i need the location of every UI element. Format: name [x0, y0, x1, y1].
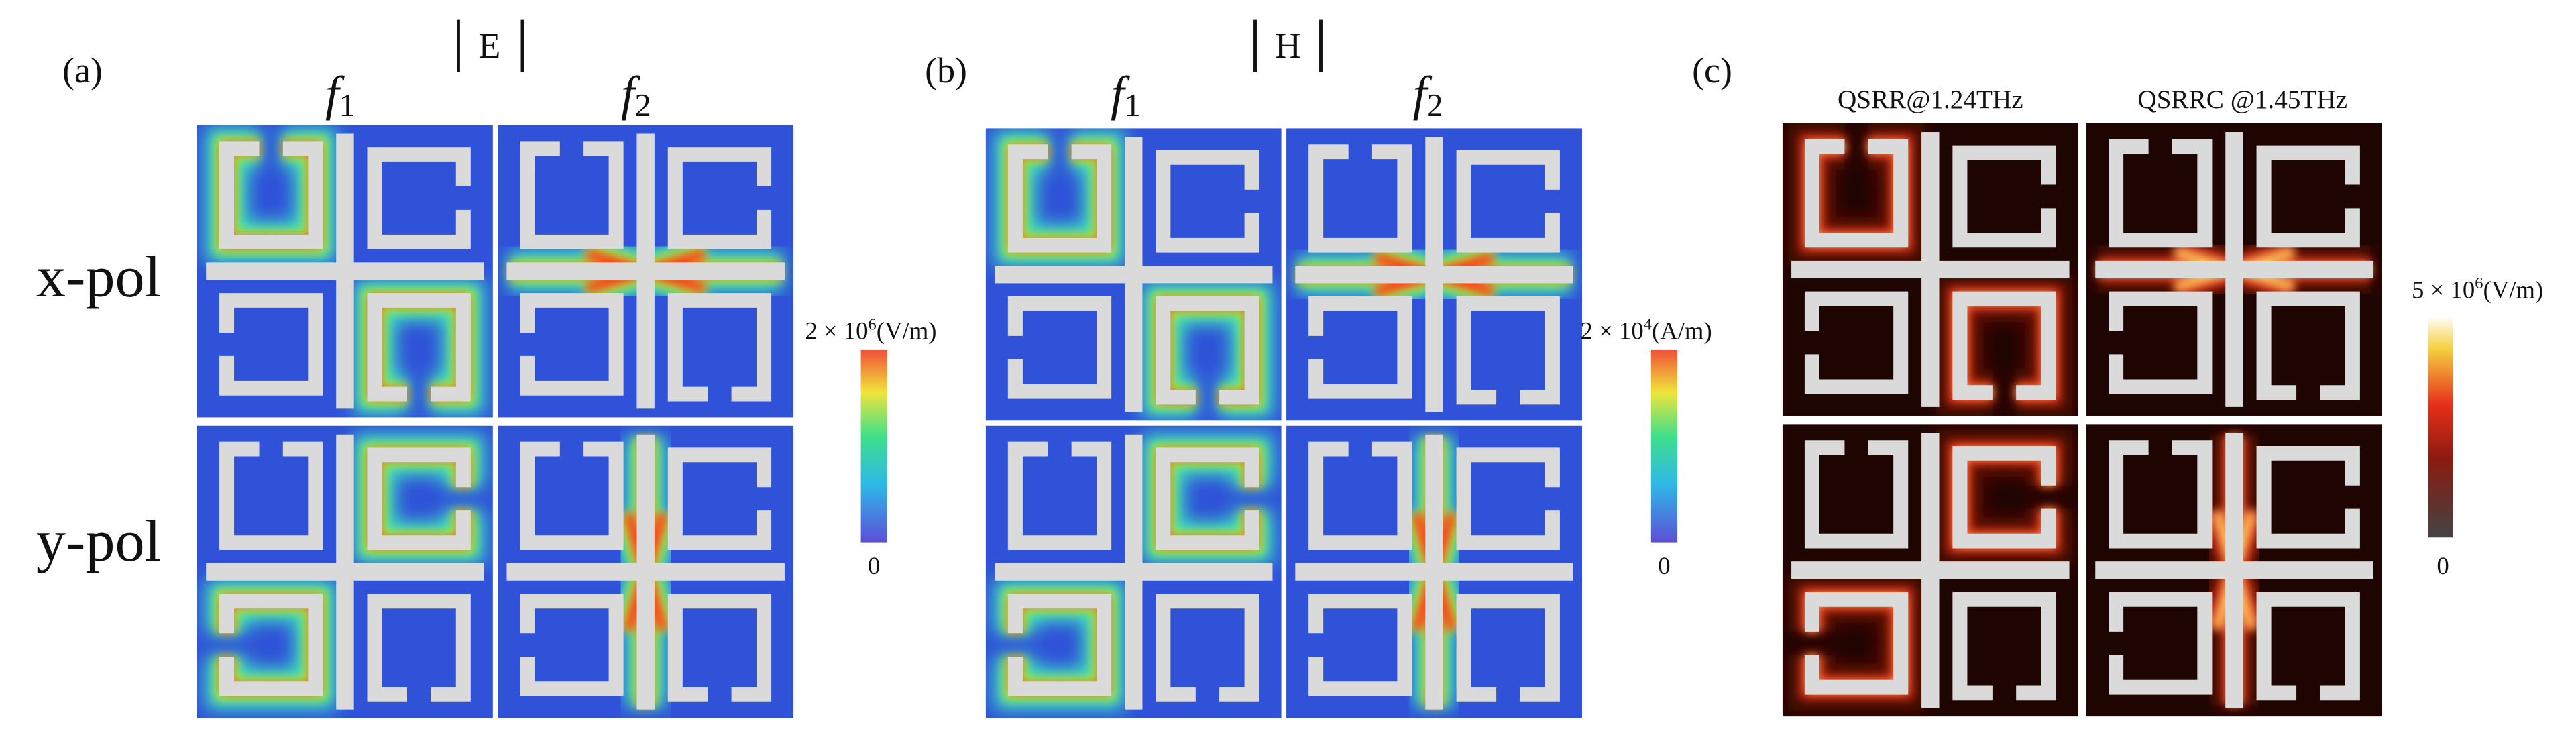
- field-maps: [197, 123, 2382, 718]
- field-map: [2086, 424, 2382, 717]
- field-map: [197, 125, 493, 418]
- colorbar-max-label: 2 × 104(A/m): [1581, 315, 1712, 345]
- panel-label: (a): [62, 50, 103, 91]
- colorbar-min-label: 0: [2437, 552, 2449, 579]
- field-map: [1286, 128, 1582, 421]
- field-map: [1782, 123, 2078, 416]
- field-label: H: [1275, 25, 1301, 66]
- column-label: f2: [621, 66, 651, 123]
- field-map: [985, 425, 1282, 718]
- field-map: [1286, 425, 1582, 718]
- column-label: f1: [1111, 66, 1141, 123]
- colorbar: [2428, 315, 2453, 538]
- colorbar: [860, 350, 887, 543]
- row-label: y-pol: [36, 508, 161, 574]
- colorbar-max-label: 2 × 106(V/m): [805, 315, 936, 345]
- panel-label: (c): [1692, 50, 1732, 91]
- panel-label: (b): [925, 50, 967, 91]
- column-label: QSRRC @1.45THz: [2137, 85, 2347, 114]
- row-label: x-pol: [36, 244, 161, 310]
- column-label: f1: [325, 66, 355, 123]
- field-map: [498, 125, 794, 418]
- field-map: [1782, 424, 2078, 717]
- colorbar: [1650, 350, 1678, 543]
- colorbar-min-label: 0: [868, 552, 880, 579]
- field-map: [985, 128, 1282, 421]
- field-label: E: [479, 25, 501, 66]
- field-map: [197, 425, 493, 718]
- field-map: [2086, 123, 2382, 416]
- colorbar-min-label: 0: [1658, 552, 1670, 579]
- column-label: QSRR@1.24THz: [1838, 85, 2023, 114]
- column-label: f2: [1413, 66, 1443, 123]
- field-map: [498, 425, 794, 718]
- colorbar-max-label: 5 × 106(V/m): [2412, 274, 2543, 304]
